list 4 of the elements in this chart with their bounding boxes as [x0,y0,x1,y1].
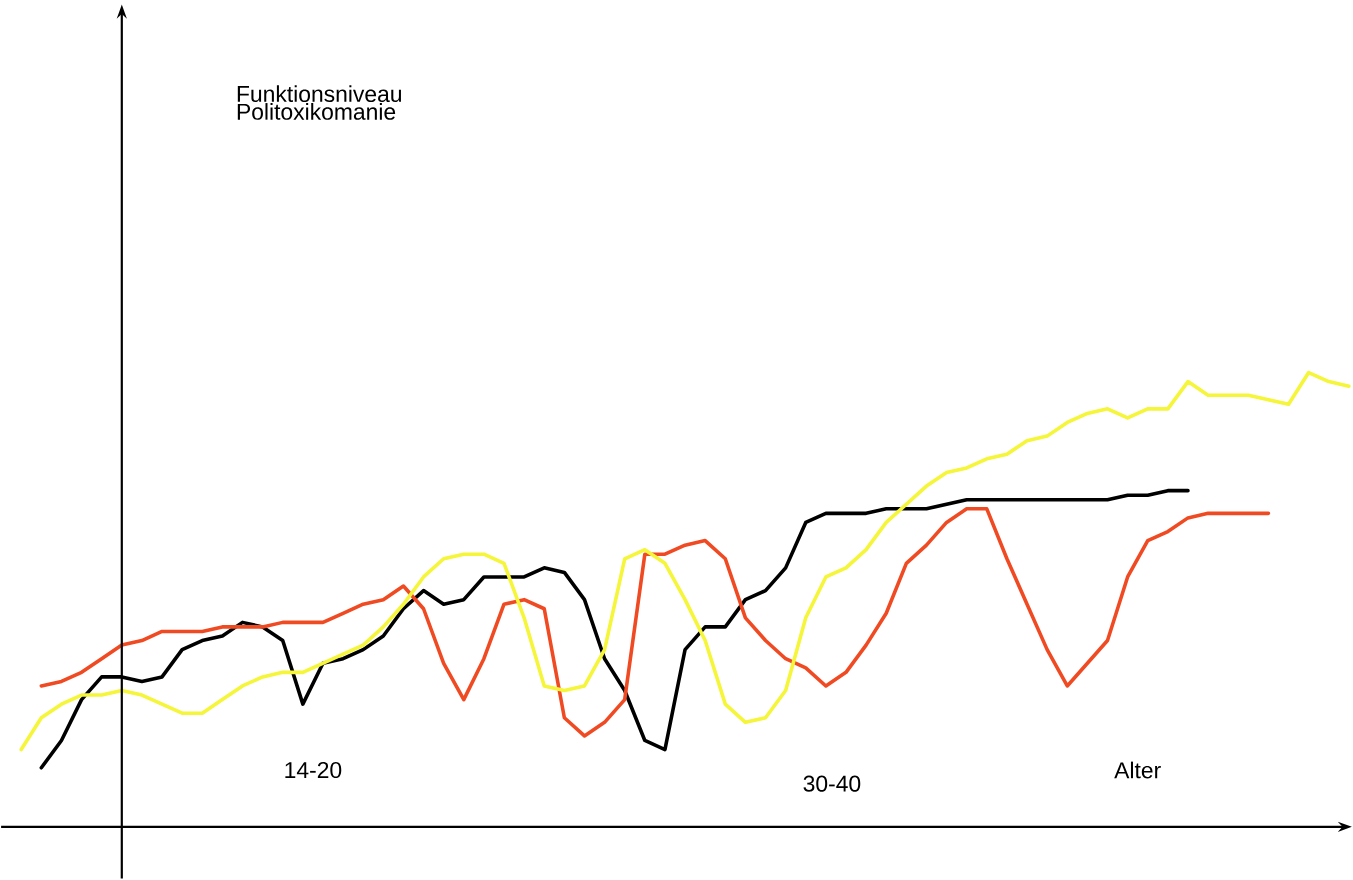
annotation: 14-20 [285,762,342,779]
annotation: 30-40 [803,775,861,792]
text: Funktionsniveau Politoxikomanie [237,85,401,121]
x-axis-title: Alter [1114,761,1161,779]
